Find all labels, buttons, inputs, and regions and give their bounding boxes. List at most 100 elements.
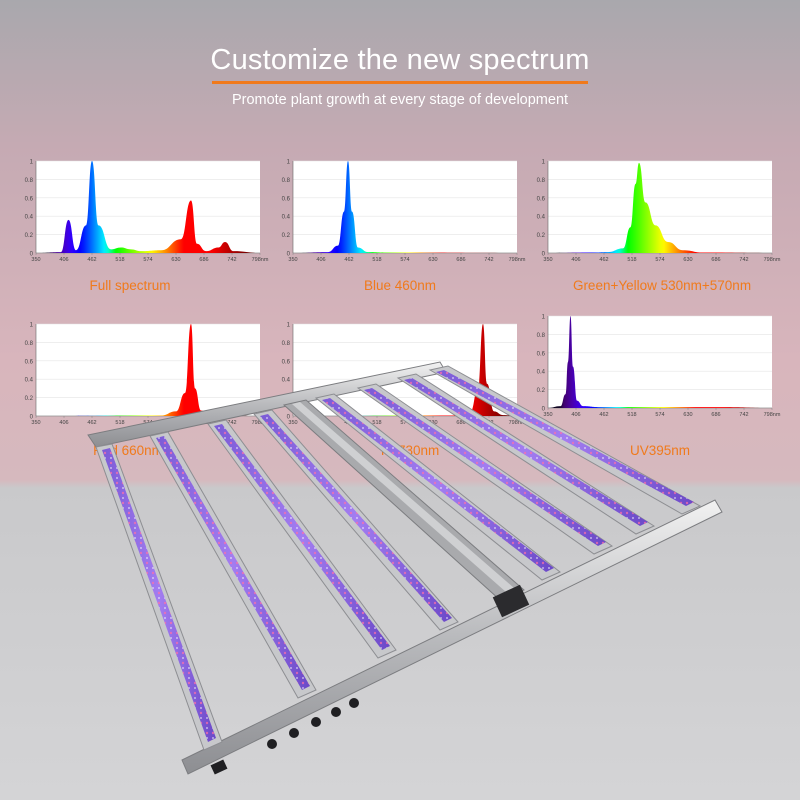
y-tick-label: 0: [542, 252, 546, 258]
x-tick-label: 798nm: [764, 412, 781, 418]
y-tick-label: 1: [542, 160, 546, 166]
y-tick-label: 0.6: [282, 196, 291, 202]
y-tick-label: 1: [542, 315, 546, 321]
y-tick-label: 0.8: [282, 341, 291, 347]
y-tick-label: 0: [542, 407, 546, 413]
y-tick-label: 0.6: [25, 196, 34, 202]
x-tick-label: 630: [683, 412, 692, 418]
grow-light-fixture-image: [87, 361, 723, 775]
chart-label-uv: UV395nm: [629, 443, 691, 458]
x-tick-label: 630: [683, 257, 692, 263]
x-tick-label: 350: [31, 257, 40, 263]
x-tick-label: 462: [599, 257, 608, 263]
y-tick-label: 1: [30, 323, 34, 329]
x-tick-label: 742: [484, 257, 493, 263]
y-tick-label: 0.4: [282, 215, 291, 221]
y-tick-label: 0: [287, 252, 291, 258]
led-bar: [428, 365, 702, 515]
x-tick-label: 462: [599, 412, 608, 418]
led-bar: [314, 393, 561, 581]
spectrum-area: [36, 161, 260, 253]
x-tick-label: 350: [543, 412, 552, 418]
title-underline: [212, 81, 588, 84]
x-tick-label: 798nm: [252, 257, 269, 263]
led-bar: [149, 431, 317, 699]
led-bars: [95, 365, 702, 751]
x-tick-label: 742: [227, 257, 236, 263]
x-tick-label: 686: [456, 420, 465, 426]
x-tick-label: 798nm: [764, 257, 781, 263]
x-tick-label: 518: [115, 420, 124, 426]
x-tick-label: 462: [344, 257, 353, 263]
led-bar: [95, 443, 223, 751]
x-tick-label: 574: [143, 257, 152, 263]
plot-area: [36, 161, 260, 253]
x-tick-label: 574: [655, 412, 664, 418]
y-tick-label: 0: [30, 252, 34, 258]
spectrum-chart-full: 0 0.2 0.4 0.6 0.8 1 350 406 462 518 574 630 686 742 79…: [18, 155, 270, 267]
y-tick-label: 1: [287, 160, 291, 166]
y-tick-label: 0.2: [537, 388, 546, 394]
y-tick-label: 0.8: [537, 178, 546, 184]
x-tick-label: 798nm: [252, 420, 269, 426]
x-tick-label: 518: [627, 412, 636, 418]
x-tick-label: 630: [428, 257, 437, 263]
y-tick-label: 0.2: [282, 233, 291, 239]
x-tick-label: 686: [711, 412, 720, 418]
y-tick-label: 0.6: [537, 351, 546, 357]
x-tick-label: 574: [655, 257, 664, 263]
chart-label-blue: Blue 460nm: [363, 278, 437, 293]
driver-housing: [282, 399, 530, 618]
y-tick-label: 0.8: [25, 341, 34, 347]
y-tick-label: 0.2: [537, 233, 546, 239]
spectrum-chart-blue: 0 0.2 0.4 0.6 0.8 1 350 406 462 518 574 630 686 742 79…: [275, 155, 527, 267]
plot-area: [293, 161, 517, 253]
x-tick-label: 798nm: [509, 257, 526, 263]
page-title: Customize the new spectrum: [210, 44, 590, 76]
power-connectors: [210, 698, 359, 775]
y-tick-label: 0.8: [25, 178, 34, 184]
x-tick-label: 518: [372, 420, 381, 426]
spectrum-area: [293, 161, 517, 253]
y-tick-label: 0.4: [25, 378, 34, 384]
x-tick-label: 742: [739, 257, 748, 263]
y-tick-label: 0.8: [282, 178, 291, 184]
x-tick-label: 406: [316, 257, 325, 263]
y-tick-label: 0.6: [537, 196, 546, 202]
x-tick-label: 574: [400, 420, 409, 426]
page-subtitle: Promote plant growth at every stage of d…: [231, 92, 569, 108]
spectrum-area: [548, 316, 772, 408]
x-tick-label: 798nm: [509, 420, 526, 426]
chart-label-full: Full spectrum: [89, 278, 171, 293]
spectrum-plot: 00.20.40.60.8135040646251857463068674279…: [25, 323, 269, 427]
y-tick-label: 0: [30, 415, 34, 421]
y-tick-label: 0: [287, 415, 291, 421]
y-tick-label: 0.6: [282, 359, 291, 365]
spectrum-area: [548, 162, 772, 253]
x-tick-label: 574: [400, 257, 409, 263]
y-tick-label: 0.4: [537, 370, 546, 376]
led-bar: [396, 373, 656, 535]
led-bar: [253, 409, 459, 631]
spectrum-chart-uv: 0 0.2 0.4 0.6 0.8 1 350 406 462 518 574 630 686 742 79…: [530, 310, 782, 422]
x-tick-label: 462: [87, 420, 96, 426]
x-tick-label: 518: [372, 257, 381, 263]
y-tick-label: 0.2: [25, 396, 34, 402]
y-tick-label: 0.6: [25, 359, 34, 365]
x-tick-label: 630: [171, 257, 180, 263]
x-tick-label: 518: [627, 257, 636, 263]
x-tick-label: 518: [115, 257, 124, 263]
y-tick-label: 1: [287, 323, 291, 329]
y-tick-label: 0.8: [537, 333, 546, 339]
x-tick-label: 350: [288, 257, 297, 263]
x-tick-label: 742: [227, 420, 236, 426]
x-tick-label: 462: [87, 257, 96, 263]
plot-area: [548, 316, 772, 408]
x-tick-label: 686: [199, 257, 208, 263]
x-tick-label: 406: [59, 257, 68, 263]
x-tick-label: 406: [59, 420, 68, 426]
